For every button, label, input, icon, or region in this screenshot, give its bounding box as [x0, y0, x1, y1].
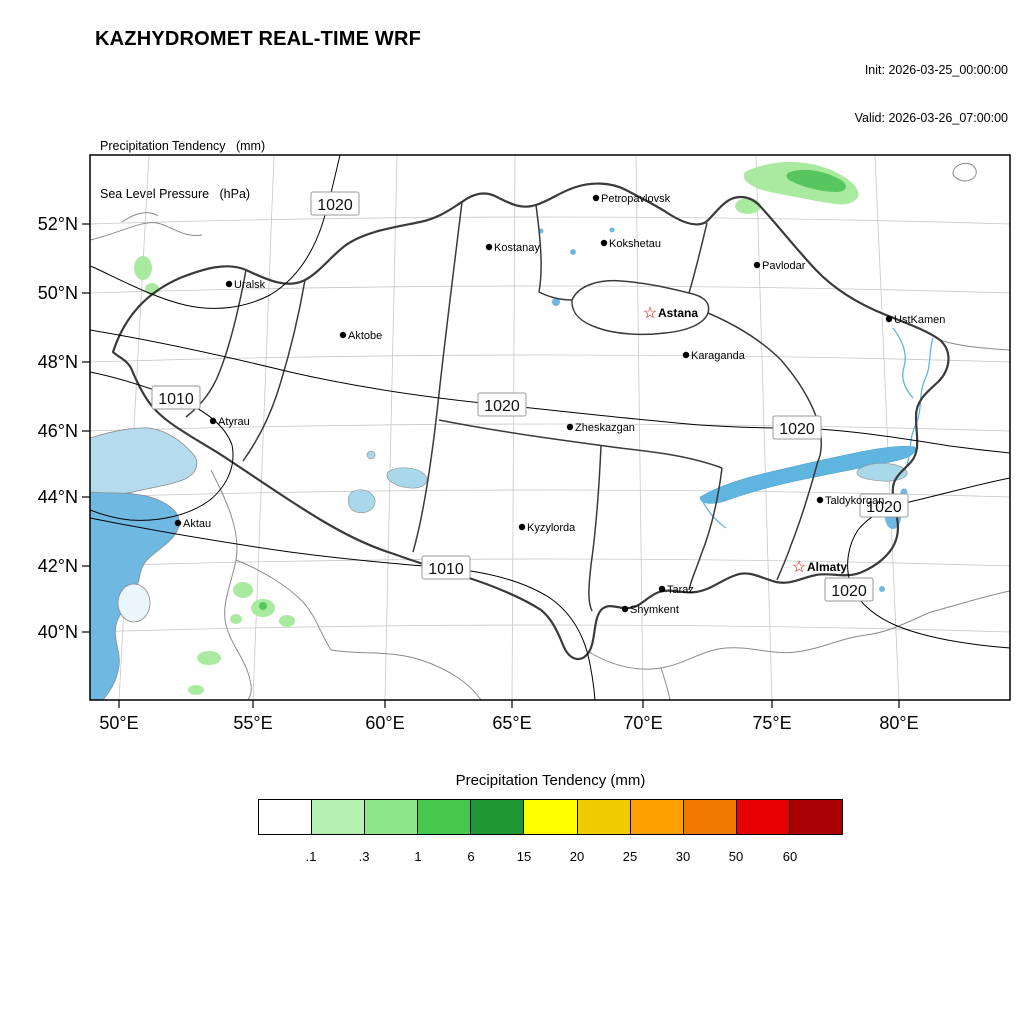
city-marker: Kokshetau — [600, 238, 661, 250]
lake-tengiz — [552, 298, 560, 306]
caspian-sea — [90, 427, 198, 700]
city-marker: Taraz — [658, 584, 694, 596]
valid-time: Valid: 2026-03-26_07:00:00 — [854, 111, 1008, 125]
svg-text:Pavlodar: Pavlodar — [762, 260, 806, 272]
precip-patch-west — [134, 256, 152, 280]
svg-text:70°E: 70°E — [623, 713, 662, 733]
precip-patches — [134, 161, 859, 695]
capital-markers: ☆ Astana ☆ Almaty — [643, 305, 848, 576]
field-precip-label: Precipitation Tendency (mm) — [100, 139, 266, 153]
svg-text:55°E: 55°E — [233, 713, 272, 733]
city-marker: Aktobe — [339, 330, 382, 342]
city-markers: Petropavlovsk Kostanay Kokshetau Pavloda… — [174, 193, 945, 616]
city-marker: Uralsk — [225, 279, 266, 291]
pressure-label: 1020 — [859, 493, 909, 518]
svg-text:46°N: 46°N — [38, 421, 78, 441]
axis-ticks — [82, 223, 900, 708]
svg-text:1010: 1010 — [158, 391, 194, 408]
svg-text:Atyrau: Atyrau — [218, 416, 250, 428]
svg-text:Karaganda: Karaganda — [691, 350, 746, 362]
svg-text:50°E: 50°E — [99, 713, 138, 733]
city-marker: Shymkent — [621, 604, 679, 616]
svg-text:60°E: 60°E — [365, 713, 404, 733]
svg-text:Aktau: Aktau — [183, 518, 211, 530]
svg-text:Shymkent: Shymkent — [630, 604, 679, 616]
city-marker: Taldykorgan — [816, 495, 884, 507]
star-icon: ☆ — [643, 305, 657, 322]
garabogaz-lagoon — [117, 583, 151, 623]
page-title: KAZHYDROMET REAL-TIME WRF — [95, 28, 422, 50]
svg-text:Petropavlovsk: Petropavlovsk — [601, 193, 671, 205]
svg-text:Aktobe: Aktobe — [348, 330, 382, 342]
lat-axis-labels: 52°N 50°N 48°N 46°N 44°N 42°N 40°N — [38, 214, 78, 642]
svg-text:40°N: 40°N — [38, 622, 78, 642]
svg-text:1020: 1020 — [779, 421, 815, 438]
svg-text:1020: 1020 — [866, 499, 902, 516]
field-slp-label: Sea Level Pressure (hPa) — [100, 187, 251, 201]
svg-text:50°N: 50°N — [38, 283, 78, 303]
svg-text:Astana: Astana — [658, 306, 698, 320]
svg-text:Kostanay: Kostanay — [494, 242, 540, 254]
precip-patch-southwest — [233, 582, 253, 598]
pressure-label: 1020 — [772, 415, 822, 440]
star-icon: ☆ — [792, 559, 806, 576]
precip-patch-northeast-core — [786, 169, 846, 192]
svg-text:Almaty: Almaty — [807, 560, 847, 574]
svg-text:UstKamen: UstKamen — [894, 314, 945, 326]
init-time: Init: 2026-03-25_00:00:00 — [864, 63, 1008, 77]
svg-text:1020: 1020 — [317, 197, 353, 214]
foreign-borders — [90, 162, 1010, 700]
lake-zaysan — [856, 462, 908, 482]
pressure-label: 1010 — [421, 555, 471, 580]
oblast-borders — [185, 201, 822, 612]
lake-balkhash — [699, 445, 916, 504]
svg-text:65°E: 65°E — [492, 713, 531, 733]
field-labels: Precipitation Tendency (mm) Sea Level Pr… — [100, 106, 265, 234]
city-marker: Pavlodar — [753, 260, 806, 272]
city-marker: Kostanay — [485, 242, 540, 254]
svg-text:52°N: 52°N — [38, 214, 78, 234]
capital-marker-astana: ☆ Astana — [643, 305, 699, 322]
kazakhstan-border — [111, 182, 950, 661]
svg-text:Kyzylorda: Kyzylorda — [527, 522, 576, 534]
city-marker: Zheskazgan — [566, 422, 635, 434]
city-marker: Karaganda — [682, 350, 746, 362]
svg-text:42°N: 42°N — [38, 556, 78, 576]
run-info: Init: 2026-03-25_00:00:00 Valid: 2026-03… — [855, 30, 1008, 158]
svg-text:1020: 1020 — [831, 583, 867, 600]
svg-text:1010: 1010 — [428, 561, 464, 578]
map-frame — [89, 154, 1011, 701]
pressure-label: 1020 — [477, 392, 527, 417]
svg-text:Zheskazgan: Zheskazgan — [575, 422, 635, 434]
aral-sea — [347, 450, 428, 514]
svg-text:1020: 1020 — [484, 398, 520, 415]
svg-text:Taraz: Taraz — [667, 584, 694, 596]
svg-text:44°N: 44°N — [38, 487, 78, 507]
capital-marker-almaty: ☆ Almaty — [792, 559, 848, 576]
pressure-label: 1010 — [151, 385, 201, 410]
pressure-label: 1020 — [310, 191, 360, 216]
city-marker: Aktau — [174, 518, 211, 530]
lon-axis-labels: 50°E 55°E 60°E 65°E 70°E 75°E 80°E — [99, 713, 918, 733]
svg-text:48°N: 48°N — [38, 352, 78, 372]
svg-text:Taldykorgan: Taldykorgan — [825, 495, 884, 507]
city-marker: Kyzylorda — [518, 522, 576, 534]
city-marker: Atyrau — [209, 416, 250, 428]
city-marker: Petropavlovsk — [592, 193, 671, 205]
city-marker: UstKamen — [885, 314, 945, 326]
svg-text:75°E: 75°E — [752, 713, 791, 733]
svg-text:Kokshetau: Kokshetau — [609, 238, 661, 250]
svg-text:Uralsk: Uralsk — [234, 279, 266, 291]
pressure-labels: 1020 1010 1020 1020 1020 1010 1020 — [151, 191, 909, 602]
pressure-label: 1020 — [824, 577, 874, 602]
svg-text:80°E: 80°E — [879, 713, 918, 733]
